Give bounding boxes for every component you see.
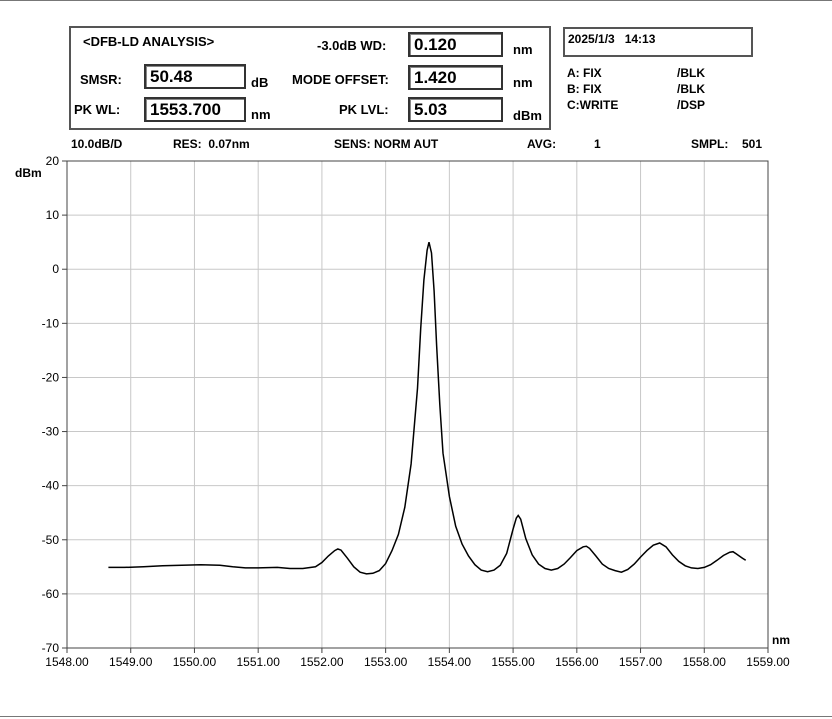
x-tick-label: 1553.00	[364, 655, 408, 669]
pk-wl-label: PK WL:	[74, 102, 121, 117]
x-tick-label: 1548.00	[45, 655, 89, 669]
resolution-readout: RES: 0.07nm	[173, 137, 250, 151]
trace-b-label: B: FIX	[567, 82, 602, 96]
mode-offset-unit: nm	[513, 75, 533, 90]
x-tick-label: 1552.00	[300, 655, 344, 669]
y-tick-label: -10	[42, 316, 60, 330]
avg-value: 1	[594, 137, 601, 151]
avg-label: AVG:	[527, 137, 557, 151]
y-axis: 20 10 0 -10 -20 -30 -40 -50 -60 -70	[42, 154, 67, 655]
smpl-label: SMPL:	[691, 137, 729, 151]
datetime-panel	[563, 27, 753, 57]
chart-grid	[66, 160, 769, 649]
y-tick-label: -30	[42, 425, 60, 439]
x-tick-label: 1549.00	[109, 655, 153, 669]
y-tick-label: -60	[42, 587, 60, 601]
y-tick-label: -50	[42, 533, 60, 547]
pk-lvl-value: 5.03	[408, 97, 503, 122]
y-tick-label: -70	[42, 641, 60, 655]
datetime: 2025/1/3 14:13	[568, 32, 656, 46]
smsr-label: SMSR:	[80, 72, 122, 87]
x-tick-label: 1556.00	[555, 655, 599, 669]
mode-offset-value: 1.420	[408, 65, 503, 90]
bottom-rule	[0, 716, 832, 717]
x-tick-label: 1555.00	[491, 655, 535, 669]
x-tick-label: 1550.00	[173, 655, 217, 669]
trace-b-mode: /BLK	[677, 82, 705, 96]
y-tick-label: -20	[42, 370, 60, 384]
y-axis-label: dBm	[15, 166, 42, 180]
x-tick-label: 1551.00	[236, 655, 280, 669]
analysis-panel	[69, 26, 551, 130]
trace-c-label: C:WRITE	[567, 98, 619, 112]
spectrum-trace	[108, 242, 747, 575]
sensitivity-readout: SENS: NORM AUT	[334, 137, 439, 151]
scale-readout: 10.0dB/D	[71, 137, 123, 151]
mode-offset-label: MODE OFFSET:	[292, 72, 389, 87]
trace-c-mode: /DSP	[677, 98, 706, 112]
x-tick-label: 1554.00	[428, 655, 472, 669]
wd-value: 0.120	[408, 32, 503, 57]
pk-lvl-label: PK LVL:	[339, 102, 389, 117]
x-axis-label: nm	[772, 633, 790, 647]
smpl-value: 501	[742, 137, 763, 151]
x-tick-label: 1557.00	[619, 655, 663, 669]
smsr-unit: dB	[251, 75, 269, 90]
top-rule	[0, 0, 832, 1]
y-tick-label: 0	[52, 262, 59, 276]
pk-wl-value: 1553.700	[144, 97, 246, 122]
wd-label: -3.0dB WD:	[317, 38, 387, 53]
y-tick-label: 10	[46, 208, 60, 222]
y-tick-label: 20	[46, 154, 60, 168]
pk-wl-unit: nm	[251, 107, 271, 122]
mode-title: <DFB-LD ANALYSIS>	[83, 34, 215, 49]
y-tick-label: -40	[42, 479, 60, 493]
plot-frame	[66, 160, 769, 649]
trace-a-mode: /BLK	[677, 66, 705, 80]
pk-lvl-unit: dBm	[513, 108, 542, 123]
x-axis: 1548.00 1549.00 1550.00 1551.00 1552.00 1553.…	[45, 648, 790, 669]
x-tick-label: 1558.00	[683, 655, 727, 669]
smsr-value: 50.48	[144, 64, 246, 89]
wd-unit: nm	[513, 42, 533, 57]
trace-a-label: A: FIX	[567, 66, 602, 80]
x-tick-label: 1559.00	[746, 655, 790, 669]
